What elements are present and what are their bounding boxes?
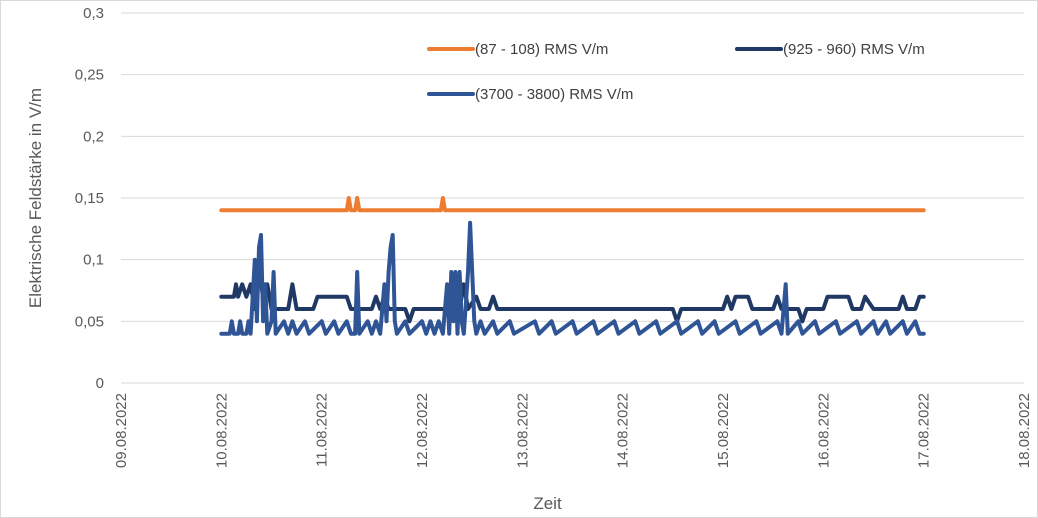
y-tick-label: 0,25 [75,67,104,84]
y-tick-label: 0,05 [75,313,104,330]
x-axis-title: Zeit [533,494,562,513]
y-tick-label: 0 [96,375,104,392]
x-tick-label: 10.08.2022 [213,393,230,468]
series-lines [219,196,926,336]
x-tick-label: 18.08.2022 [1016,393,1033,468]
y-tick-label: 0,2 [83,128,104,145]
y-tick-label: 0,1 [83,252,104,269]
series-line-2 [219,270,926,324]
x-tick-label: 15.08.2022 [715,393,732,468]
x-tick-label: 14.08.2022 [615,393,632,468]
y-tick-label: 0,15 [75,190,104,207]
legend-label: (925 - 960) RMS V/m [783,41,925,58]
series-line-3 [219,220,926,336]
y-axis-tick-labels: 0 0,05 0,1 0,15 0,2 0,25 0,3 [75,5,104,392]
legend: (87 - 108) RMS V/m (925 - 960) RMS V/m (37… [427,41,925,103]
x-tick-label: 13.08.2022 [514,393,531,468]
series-line-1 [219,196,926,213]
y-tick-label: 0,3 [83,5,104,22]
x-tick-label: 17.08.2022 [916,393,933,468]
x-axis-tick-labels: 09.08.2022 10.08.2022 11.08.2022 12.08.2022… [113,393,1033,468]
legend-label: (3700 - 3800) RMS V/m [475,86,633,103]
legend-label: (87 - 108) RMS V/m [475,41,608,58]
x-tick-label: 12.08.2022 [414,393,431,468]
y-axis-title: Elektrische Feldstärke in V/m [26,88,45,308]
x-tick-label: 11.08.2022 [314,393,331,467]
x-tick-label: 16.08.2022 [815,393,832,468]
x-tick-label: 09.08.2022 [113,393,130,468]
